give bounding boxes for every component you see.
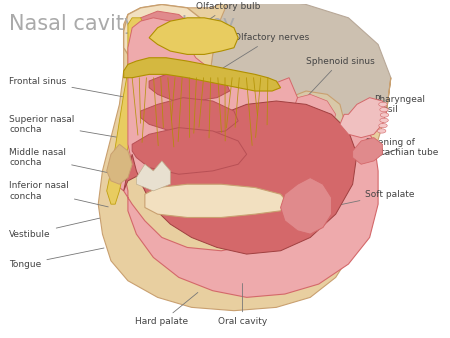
- Ellipse shape: [380, 118, 388, 122]
- Polygon shape: [107, 144, 132, 184]
- Text: Inferior nasal
concha: Inferior nasal concha: [9, 181, 108, 207]
- Text: Pharyngeal
tonsil: Pharyngeal tonsil: [374, 95, 425, 118]
- Polygon shape: [136, 161, 170, 191]
- Polygon shape: [115, 121, 378, 297]
- Text: Nasal cavity anatomy: Nasal cavity anatomy: [9, 15, 235, 34]
- Polygon shape: [124, 101, 357, 254]
- Polygon shape: [280, 177, 332, 234]
- Ellipse shape: [378, 129, 386, 133]
- Polygon shape: [128, 18, 297, 221]
- Text: Tongue: Tongue: [9, 248, 104, 269]
- Text: Superior nasal
concha: Superior nasal concha: [9, 115, 117, 137]
- Polygon shape: [107, 18, 145, 204]
- Polygon shape: [276, 91, 344, 141]
- Polygon shape: [124, 58, 280, 91]
- Polygon shape: [132, 128, 247, 174]
- Ellipse shape: [380, 107, 388, 112]
- Text: Oral cavity: Oral cavity: [218, 284, 267, 326]
- Text: Soft palate: Soft palate: [330, 190, 415, 207]
- Polygon shape: [124, 4, 200, 68]
- Polygon shape: [149, 18, 238, 54]
- Text: Sphenoid sinus: Sphenoid sinus: [306, 56, 375, 96]
- Ellipse shape: [380, 113, 389, 117]
- Polygon shape: [353, 138, 382, 164]
- Polygon shape: [208, 0, 391, 151]
- Text: Olfactory nerves: Olfactory nerves: [215, 33, 309, 73]
- Polygon shape: [145, 184, 289, 217]
- Text: Olfactory bulb: Olfactory bulb: [189, 2, 260, 33]
- Text: Opening of
eustachian tube: Opening of eustachian tube: [365, 138, 439, 157]
- Text: Middle nasal
concha: Middle nasal concha: [9, 148, 112, 174]
- Polygon shape: [340, 98, 387, 138]
- Polygon shape: [141, 98, 238, 134]
- Polygon shape: [149, 71, 230, 101]
- Text: Hard palate: Hard palate: [135, 292, 198, 326]
- Ellipse shape: [379, 102, 387, 106]
- Ellipse shape: [379, 123, 387, 128]
- Polygon shape: [98, 0, 391, 311]
- Text: Frontal sinus: Frontal sinus: [9, 76, 125, 97]
- Polygon shape: [132, 11, 192, 58]
- Polygon shape: [285, 94, 336, 134]
- Text: Vestibule: Vestibule: [9, 218, 100, 239]
